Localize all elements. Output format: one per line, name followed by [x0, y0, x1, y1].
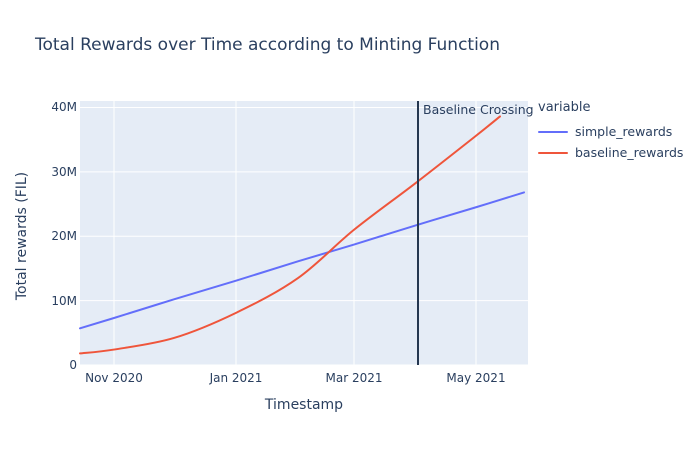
- legend-label: simple_rewards: [575, 124, 673, 139]
- x-tick-label: May 2021: [446, 371, 506, 385]
- legend-label: baseline_rewards: [575, 145, 684, 160]
- legend-item-baseline-rewards[interactable]: baseline_rewards: [538, 142, 683, 163]
- y-tick-label: 20M: [51, 229, 77, 244]
- y-tick-label: 40M: [51, 100, 77, 115]
- y-tick-label: 30M: [51, 164, 77, 179]
- chart-title: Total Rewards over Time according to Min…: [35, 35, 500, 55]
- x-tick-label: Jan 2021: [209, 371, 263, 385]
- y-tick-label: 10M: [51, 293, 77, 308]
- baseline-crossing-annotation: Baseline Crossing: [423, 102, 534, 117]
- simple-rewards-line-swatch: [538, 130, 568, 133]
- y-tick-label: 0: [69, 358, 77, 372]
- y-axis-title: Total rewards (FIL): [14, 171, 30, 301]
- legend: variable simple_rewards baseline_rewards: [538, 100, 683, 163]
- x-tick-label: Mar 2021: [325, 371, 383, 385]
- series-lines-layer: [79, 115, 525, 355]
- baseline-rewards-line-swatch: [538, 151, 568, 154]
- gridline-layer: [80, 101, 528, 366]
- legend-title: variable: [538, 100, 591, 115]
- x-axis-title: Timestamp: [264, 397, 344, 413]
- plot-background-layer: [80, 101, 528, 365]
- legend-item-simple-rewards[interactable]: simple_rewards: [538, 121, 683, 142]
- x-tick-label: Nov 2020: [85, 371, 143, 385]
